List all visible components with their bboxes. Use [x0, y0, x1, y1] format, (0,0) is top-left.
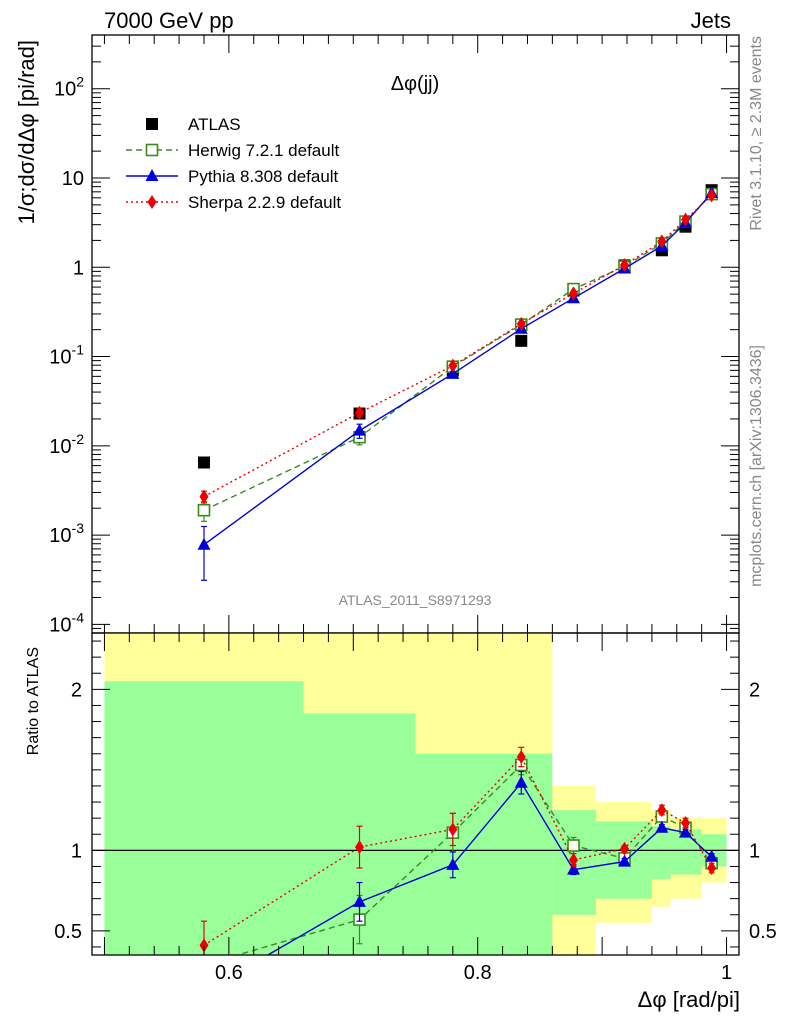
main-plot-area: [197, 184, 719, 581]
data-point-sherpa: [448, 358, 458, 373]
y-tick-label-main: 1: [73, 257, 84, 279]
ratio-point-herwig: [567, 839, 580, 852]
y-tick-label-ratio-right: 1: [749, 840, 760, 862]
y-tick-label-ratio-right: 2: [749, 679, 760, 701]
ratio-point-pythia: [655, 820, 669, 833]
ratio-point-herwig: [198, 959, 209, 970]
legend-marker-sherpa: [147, 195, 157, 209]
rivet-label: Rivet 3.1.10, ≥ 2.3M events: [748, 36, 765, 231]
ratio-point-pythia: [567, 862, 581, 875]
y-tick-label-ratio: 2: [71, 679, 82, 701]
data-point-sherpa: [516, 316, 526, 331]
ratio-series-sherpa: [199, 746, 717, 955]
ratio-point-sherpa: [707, 861, 717, 876]
mcplots-label: mcplots.cern.ch [arXiv:1306.3436]: [748, 345, 765, 587]
energy-label: 7000 GeV pp: [104, 8, 234, 33]
legend-item: ATLAS: [146, 115, 241, 134]
legend-item: Sherpa 2.2.9 default: [126, 193, 341, 212]
ratio-point-pythia: [446, 857, 460, 870]
data-point-sherpa: [707, 188, 717, 203]
ratio-point-sherpa: [620, 841, 630, 856]
series-herwig: [197, 187, 718, 522]
series-line-herwig: [203, 193, 713, 511]
ratio-plot-frame: [91, 632, 740, 956]
ratio-point-sherpa: [680, 815, 690, 830]
process-label: Jets: [691, 8, 731, 33]
y-tick-label-ratio-right: 0.5: [749, 921, 777, 943]
ratio-point-pythia: [678, 825, 692, 838]
data-point-sherpa: [620, 258, 630, 273]
data-point-sherpa: [657, 234, 667, 249]
ratio-line-sherpa: [203, 755, 713, 946]
ratio-point-pythia: [353, 894, 367, 907]
legend-item: Pythia 8.308 default: [126, 167, 339, 186]
y-tick-label-main: 10: [62, 168, 84, 190]
ratio-point-pythia: [514, 775, 528, 788]
legend-label: Herwig 7.2.1 default: [188, 141, 339, 160]
ratio-plot-area: [92, 633, 739, 997]
y-tick-label-main: 10-2: [49, 431, 84, 458]
series-sherpa: [199, 188, 717, 504]
legend-label: Pythia 8.308 default: [188, 167, 339, 186]
x-axis-label: Δφ [rad/pi]: [638, 987, 740, 1012]
ratio-point-sherpa: [657, 803, 667, 818]
x-tick-label: 1: [721, 962, 732, 984]
legend: ATLAS Herwig 7.2.1 default Pythia 8.308 de…: [126, 115, 341, 212]
legend-marker-atlas: [146, 118, 158, 130]
main-axes: 10-4 10-3 10-2 10-1 1 10 102: [49, 34, 739, 636]
analysis-watermark: ATLAS_2011_S8971293: [339, 592, 492, 608]
y-tick-label-main: 10-3: [49, 520, 84, 547]
plot-title: Δφ(jj): [391, 73, 440, 95]
ratio-point-pythia: [705, 849, 719, 862]
y-tick-label-main: 10-1: [49, 342, 84, 369]
y-tick-label-main: 10-4: [49, 609, 84, 636]
ratio-point-sherpa: [448, 822, 458, 837]
data-point-sherpa: [569, 286, 579, 301]
ratio-axes: 0.5 0.5 1 1 2 2 0.6 0.8 1: [54, 633, 777, 984]
legend-label: ATLAS: [188, 115, 241, 134]
main-y-axis-label: 1/σ;dσ/dΔφ [pi/rad]: [14, 40, 39, 225]
y-tick-label-ratio: 0.5: [54, 921, 82, 943]
x-tick-label: 0.6: [215, 962, 243, 984]
data-point-pythia: [353, 423, 367, 436]
series-line-sherpa: [203, 194, 713, 498]
uncertainty-band-green: [651, 826, 671, 880]
ratio-point-sherpa: [569, 853, 579, 868]
data-point-herwig: [197, 503, 211, 517]
ratio-series-pythia: [197, 770, 719, 997]
y-tick-label-ratio: 1: [71, 840, 82, 862]
uncertainty-band-green: [104, 681, 304, 955]
legend-marker-pythia: [145, 169, 159, 181]
ratio-point-pythia: [618, 854, 632, 867]
ratio-point-sherpa: [516, 749, 526, 764]
data-point-sherpa: [680, 212, 690, 227]
x-tick-label: 0.8: [464, 962, 492, 984]
y-tick-label-main: 102: [54, 74, 84, 101]
ratio-point-pythia: [197, 985, 210, 997]
data-point-sherpa: [199, 489, 209, 504]
data-point-atlas: [515, 334, 528, 347]
ratio-y-axis-label: Ratio to ATLAS: [25, 647, 42, 755]
legend-label: Sherpa 2.2.9 default: [188, 193, 341, 212]
ratio-point-sherpa: [355, 840, 365, 855]
uncertainty-band-green: [415, 753, 553, 955]
ratio-point-sherpa: [199, 938, 209, 953]
data-point-sherpa: [355, 405, 365, 420]
series-atlas: [197, 184, 718, 469]
legend-marker-herwig: [145, 143, 159, 157]
series-pythia: [197, 185, 719, 581]
legend-item: Herwig 7.2.1 default: [126, 141, 339, 160]
data-point-pythia: [197, 537, 211, 550]
data-point-atlas: [197, 456, 210, 469]
data-point-pythia: [446, 366, 460, 379]
